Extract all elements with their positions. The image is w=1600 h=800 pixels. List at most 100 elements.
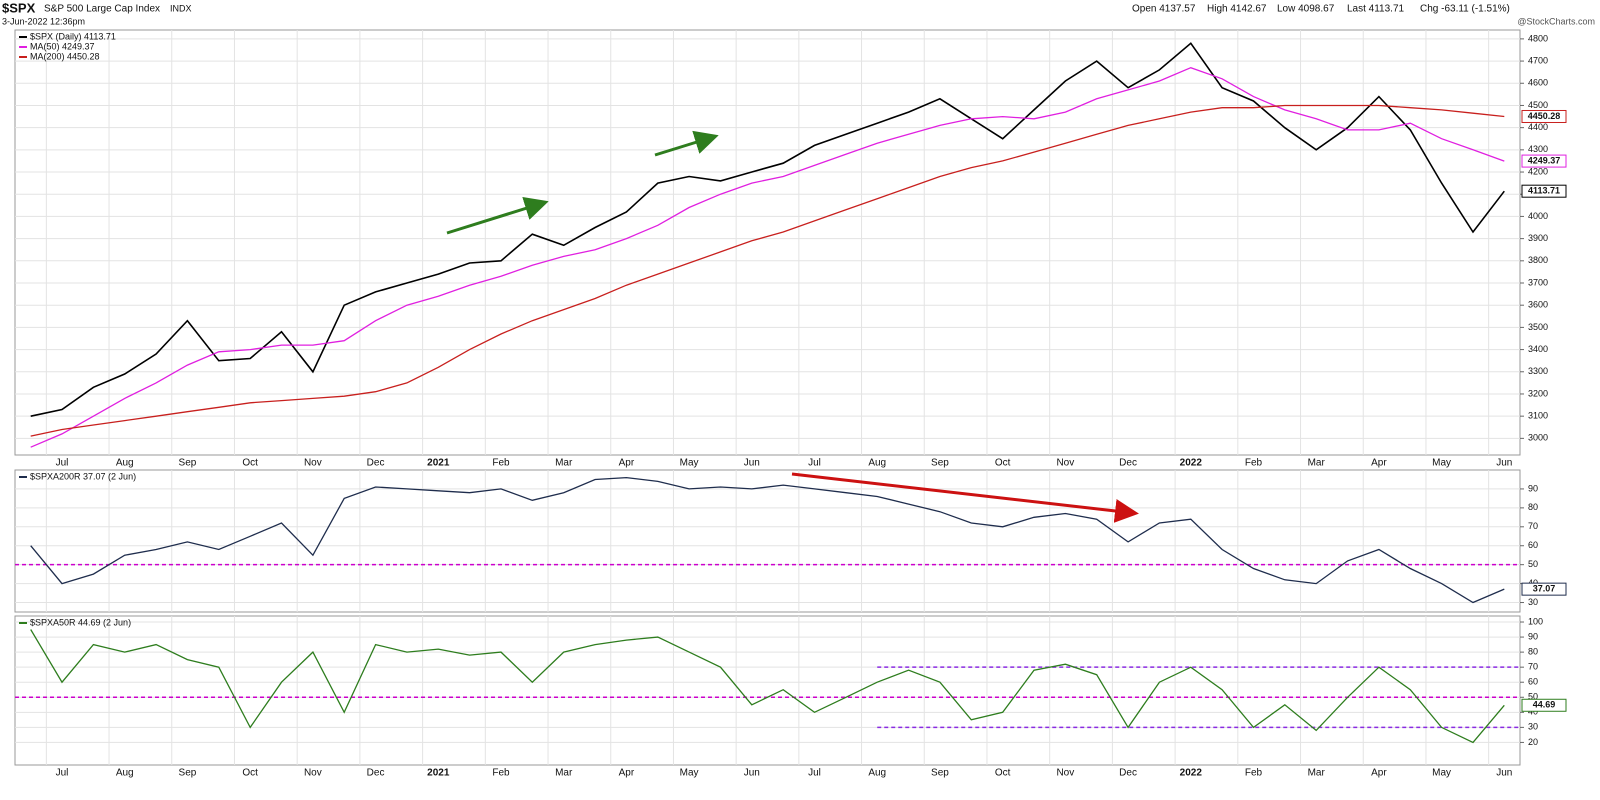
last-value-label: 4113.71 [1528, 186, 1560, 196]
x-tick-label: Dec [1119, 768, 1137, 779]
y-tick-label: 4600 [1528, 78, 1548, 88]
change: Chg -63.11 (-1.51%) [1420, 4, 1510, 15]
y-tick-label: 4300 [1528, 144, 1548, 154]
x-tick-label: 2021 [427, 768, 450, 779]
x-tick-label: Apr [1371, 458, 1387, 469]
y-tick-label: 3800 [1528, 255, 1548, 265]
legend-label: MA(50) 4249.37 [30, 41, 95, 51]
y-tick-label: 50 [1528, 559, 1538, 569]
y-tick-label: 3300 [1528, 366, 1548, 376]
panel-frame [14, 469, 1521, 613]
x-tick-label: Apr [619, 768, 635, 779]
x-tick-label: Aug [116, 458, 134, 469]
y-tick-label: 3700 [1528, 277, 1548, 287]
y-tick-label: 80 [1528, 646, 1538, 656]
x-tick-label: Jun [1496, 458, 1512, 469]
series-line [30, 67, 1505, 448]
x-tick-label: Aug [868, 768, 886, 779]
y-tick-label: 3200 [1528, 388, 1548, 398]
timestamp: 3-Jun-2022 12:36pm [2, 16, 85, 26]
y-tick-label: 3400 [1528, 344, 1548, 354]
legend-label: $SPX (Daily) 4113.71 [30, 31, 116, 41]
x-tick-label: Oct [995, 458, 1011, 469]
y-tick-label: 60 [1528, 540, 1538, 550]
low: Low 4098.67 [1277, 4, 1335, 15]
x-tick-label: May [1432, 768, 1451, 779]
y-tick-label: 100 [1528, 616, 1543, 626]
x-tick-label: Mar [1308, 768, 1326, 779]
y-tick-label: 30 [1528, 722, 1538, 732]
x-tick-label: Jul [56, 458, 69, 469]
y-tick-label: 90 [1528, 483, 1538, 493]
x-tick-label: Jul [808, 458, 821, 469]
exchange: INDX [170, 3, 192, 13]
y-tick-label: 4700 [1528, 55, 1548, 65]
x-tick-label: Feb [1245, 458, 1263, 469]
y-tick-label: 50 [1528, 692, 1538, 702]
x-tick-label: Oct [242, 458, 258, 469]
x-tick-label: Dec [367, 458, 385, 469]
y-tick-label: 3100 [1528, 411, 1548, 421]
high: High 4142.67 [1207, 4, 1267, 15]
series-line [30, 629, 1505, 744]
x-tick-label: Dec [1119, 458, 1137, 469]
x-tick-label: Dec [367, 768, 385, 779]
y-tick-label: 30 [1528, 597, 1538, 607]
x-tick-label: Apr [619, 458, 635, 469]
y-tick-label: 90 [1528, 631, 1538, 641]
x-tick-label: Nov [1056, 458, 1074, 469]
x-tick-label: Feb [1245, 768, 1263, 779]
last-value-label: 44.69 [1533, 700, 1556, 710]
x-tick-label: Apr [1371, 768, 1387, 779]
y-tick-label: 60 [1528, 677, 1538, 687]
legend-label: MA(200) 4450.28 [30, 51, 100, 61]
last-value-label: 37.07 [1533, 584, 1556, 594]
x-tick-label: Oct [995, 768, 1011, 779]
y-tick-label: 20 [1528, 737, 1538, 747]
y-tick-label: 3600 [1528, 300, 1548, 310]
y-tick-label: 70 [1528, 662, 1538, 672]
series-line [30, 104, 1505, 437]
x-tick-label: Nov [304, 768, 322, 779]
x-tick-label: Aug [868, 458, 886, 469]
y-tick-label: 70 [1528, 521, 1538, 531]
x-tick-label: May [1432, 458, 1451, 469]
x-tick-label: Sep [179, 458, 197, 469]
last: Last 4113.71 [1347, 4, 1405, 15]
last-value-box [1521, 698, 1567, 712]
trend-arrow [654, 130, 719, 157]
plot-area: Jul Aug Sep Oct Nov Dec 2021 Feb Mar Apr May Jun Jul… [14, 29, 1567, 779]
x-tick-label: Nov [304, 458, 322, 469]
y-tick-label: 4200 [1528, 166, 1548, 176]
x-tick-label: 2022 [1180, 458, 1203, 469]
x-tick-label: Mar [555, 768, 573, 779]
source: @StockCharts.com [1517, 16, 1595, 26]
x-tick-label: Feb [492, 768, 510, 779]
last-value-box [1521, 154, 1567, 168]
last-value-box [1521, 109, 1567, 123]
open: Open 4137.57 [1132, 4, 1196, 15]
x-tick-label: Jul [56, 768, 69, 779]
x-tick-label: 2022 [1180, 768, 1203, 779]
x-tick-label: Jun [1496, 768, 1512, 779]
x-tick-label: Sep [931, 768, 949, 779]
y-tick-label: 4800 [1528, 33, 1548, 43]
x-tick-label: Jun [744, 458, 760, 469]
y-tick-label: 4400 [1528, 122, 1548, 132]
x-tick-label: Mar [1308, 458, 1326, 469]
x-tick-label: Jul [808, 768, 821, 779]
x-tick-label: Aug [116, 768, 134, 779]
last-value-label: 4249.37 [1528, 155, 1561, 165]
x-tick-label: Jun [744, 768, 760, 779]
index-name: S&P 500 Large Cap Index [44, 4, 160, 15]
y-tick-label: 3500 [1528, 322, 1548, 332]
x-tick-label: May [680, 768, 699, 779]
x-tick-label: Mar [555, 458, 573, 469]
x-tick-label: Sep [179, 768, 197, 779]
x-tick-label: Feb [492, 458, 510, 469]
x-tick-label: Sep [931, 458, 949, 469]
panel-frame [14, 615, 1521, 766]
symbol: $SPX [2, 0, 36, 15]
panel-frame [14, 29, 1521, 456]
